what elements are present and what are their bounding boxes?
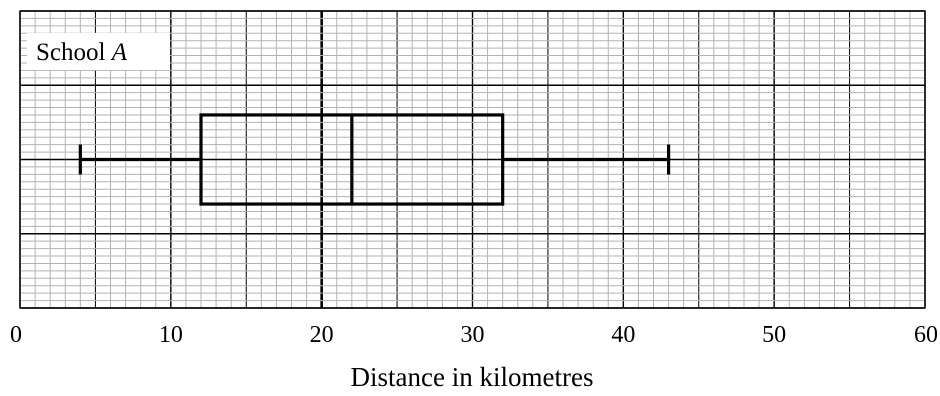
panel-label-italic: A bbox=[110, 39, 128, 66]
x-tick-label: 40 bbox=[611, 322, 635, 348]
x-tick-label: 0 bbox=[10, 322, 22, 348]
x-tick-label: 10 bbox=[159, 322, 183, 348]
x-tick-labels: 0 10 20 30 40 50 60 bbox=[10, 322, 938, 348]
x-tick-label: 30 bbox=[461, 322, 485, 348]
plot-frame bbox=[19, 10, 926, 309]
panel-label: School A bbox=[36, 39, 128, 66]
x-tick-label: 60 bbox=[914, 322, 938, 348]
x-axis-label: Distance in kilometres bbox=[351, 362, 594, 392]
panel-label-background bbox=[27, 33, 170, 70]
panel-label-prefix: School bbox=[36, 39, 112, 66]
box-plot bbox=[78, 113, 671, 206]
x-tick-label: 50 bbox=[762, 322, 786, 348]
x-tick-label: 20 bbox=[310, 322, 334, 348]
